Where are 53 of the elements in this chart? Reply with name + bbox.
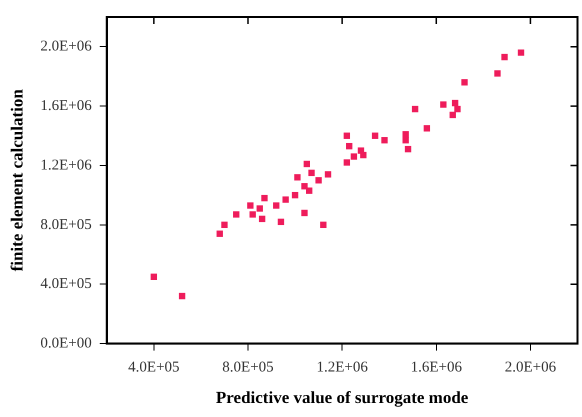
point <box>256 205 263 212</box>
point <box>233 211 240 218</box>
x-tick-label: 4.0E+05 <box>128 360 180 376</box>
x-axis-title: Predictive value of surrogate mode <box>216 388 469 408</box>
point <box>221 222 228 228</box>
point <box>402 131 409 138</box>
y-tick-label: 8.0E+05 <box>40 216 92 233</box>
point <box>494 70 501 77</box>
point <box>261 194 268 202</box>
point <box>404 146 412 152</box>
point <box>461 79 468 86</box>
point <box>344 159 350 166</box>
point <box>402 137 409 144</box>
x-tick-label: 1.2E+06 <box>316 360 368 376</box>
point <box>350 153 358 160</box>
point <box>250 211 256 218</box>
y-axis-title: finite element calculation <box>8 88 27 272</box>
point <box>216 230 223 237</box>
point <box>450 112 456 118</box>
x-tick-label: 2.0E+06 <box>504 360 557 376</box>
point <box>278 218 284 226</box>
point <box>282 196 289 203</box>
y-tick-label: 1.2E+06 <box>40 157 92 174</box>
point <box>292 192 298 198</box>
x-tick-label: 8.0E+05 <box>222 360 274 376</box>
point <box>150 274 158 280</box>
point <box>306 188 312 194</box>
point <box>304 160 310 168</box>
point <box>424 125 430 132</box>
y-tick-label: 2.0E+06 <box>40 38 92 55</box>
point <box>258 216 266 222</box>
point <box>412 106 418 112</box>
y-tick-label: 4.0E+05 <box>40 276 92 292</box>
point <box>273 202 280 209</box>
point <box>440 101 447 108</box>
y-tick-label: 1.6E+06 <box>40 98 92 114</box>
point <box>294 174 301 181</box>
point <box>372 132 378 139</box>
point <box>178 292 186 300</box>
x-tick-label: 1.6E+06 <box>410 360 462 376</box>
point <box>320 222 326 228</box>
point <box>247 202 254 209</box>
point <box>452 100 458 106</box>
point <box>315 177 322 184</box>
point <box>518 49 524 56</box>
point <box>381 137 388 144</box>
point <box>308 170 315 176</box>
point <box>360 152 366 158</box>
point <box>324 171 332 178</box>
point <box>344 132 350 139</box>
point <box>501 54 508 60</box>
point <box>346 142 352 150</box>
y-tick-label: 0.0E+00 <box>40 336 92 352</box>
